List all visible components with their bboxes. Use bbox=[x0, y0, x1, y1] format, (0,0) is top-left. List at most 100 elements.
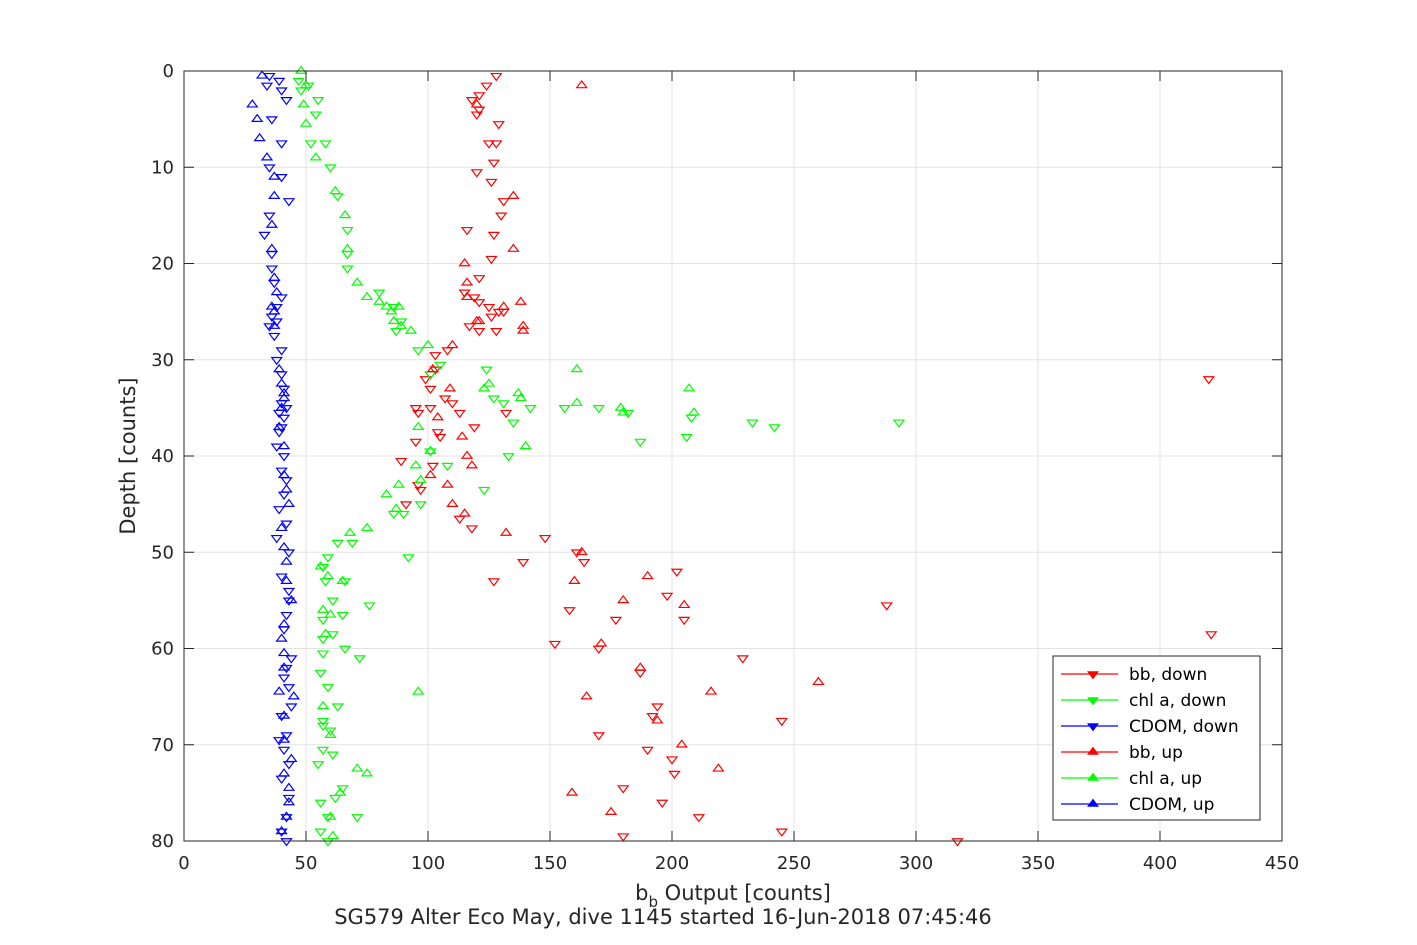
data-point bbox=[394, 457, 408, 467]
data-point bbox=[272, 737, 286, 746]
legend-label: bb, down bbox=[1129, 665, 1207, 685]
data-point bbox=[282, 796, 296, 806]
data-point bbox=[426, 462, 440, 472]
data-point bbox=[468, 424, 481, 433]
data-point bbox=[473, 299, 486, 308]
data-point bbox=[485, 313, 498, 322]
data-point bbox=[331, 703, 344, 712]
data-point bbox=[277, 440, 291, 450]
legend-label: chl a, up bbox=[1129, 769, 1202, 789]
legend-marker bbox=[1087, 772, 1099, 781]
data-point bbox=[482, 378, 496, 387]
data-point bbox=[326, 751, 340, 760]
data-point bbox=[282, 597, 296, 606]
x-axis-label-rest: Output [counts] bbox=[658, 881, 831, 905]
series-cdom-up bbox=[246, 70, 300, 835]
data-point bbox=[499, 527, 513, 536]
y-tick-label: 60 bbox=[151, 639, 174, 660]
data-point bbox=[682, 383, 696, 392]
data-point bbox=[617, 407, 630, 416]
data-point bbox=[538, 534, 552, 544]
data-point bbox=[414, 501, 427, 510]
data-point bbox=[287, 691, 300, 700]
x-tick-label: 0 bbox=[178, 853, 189, 874]
data-point bbox=[424, 405, 437, 414]
data-point bbox=[312, 97, 325, 106]
x-tick-label: 250 bbox=[777, 853, 811, 874]
data-point bbox=[275, 573, 288, 582]
data-point bbox=[675, 739, 688, 748]
data-point bbox=[275, 87, 288, 96]
data-point bbox=[414, 474, 427, 483]
data-point bbox=[277, 392, 291, 402]
legend-item: chl a, up bbox=[1061, 769, 1202, 789]
data-point bbox=[360, 768, 374, 777]
data-point bbox=[277, 710, 291, 719]
data-point bbox=[502, 453, 515, 462]
data-point bbox=[319, 140, 332, 149]
legend-marker bbox=[1087, 723, 1099, 732]
data-point bbox=[331, 539, 344, 549]
data-point bbox=[321, 684, 335, 693]
x-tick-label: 450 bbox=[1265, 853, 1299, 874]
data-point bbox=[497, 198, 510, 207]
data-point bbox=[268, 190, 281, 199]
data-point bbox=[668, 770, 681, 780]
series-cdom-down bbox=[258, 72, 298, 847]
data-point bbox=[482, 303, 496, 313]
data-point bbox=[275, 378, 288, 387]
data-point bbox=[324, 727, 337, 736]
data-point bbox=[316, 700, 330, 710]
data-point bbox=[336, 611, 349, 621]
data-point bbox=[687, 407, 701, 416]
data-point bbox=[421, 339, 435, 349]
data-point bbox=[1202, 376, 1215, 385]
data-point bbox=[294, 65, 308, 74]
x-tick-label: 400 bbox=[1143, 853, 1177, 874]
data-point bbox=[399, 501, 413, 510]
data-point bbox=[641, 746, 654, 756]
data-point bbox=[514, 296, 527, 305]
data-point bbox=[351, 763, 364, 772]
data-point bbox=[490, 72, 503, 82]
data-point bbox=[490, 140, 503, 149]
data-point bbox=[338, 209, 352, 219]
data-point bbox=[397, 510, 410, 520]
x-axis-label-subscript: b bbox=[648, 893, 658, 911]
data-point bbox=[277, 618, 291, 628]
data-point bbox=[470, 99, 483, 108]
data-point bbox=[426, 363, 440, 373]
data-point bbox=[487, 231, 501, 241]
data-point bbox=[302, 82, 315, 91]
data-point bbox=[280, 611, 293, 621]
legend-marker bbox=[1087, 697, 1099, 706]
data-point bbox=[351, 814, 364, 823]
data-point bbox=[577, 559, 591, 568]
data-point bbox=[341, 265, 354, 274]
data-point bbox=[338, 578, 352, 587]
data-point bbox=[282, 498, 296, 507]
data-point bbox=[712, 763, 725, 772]
data-point bbox=[316, 746, 330, 756]
data-point bbox=[280, 405, 293, 414]
data-point bbox=[275, 522, 288, 532]
data-point bbox=[380, 488, 393, 498]
legend-item: chl a, down bbox=[1061, 691, 1226, 711]
data-point bbox=[477, 383, 491, 392]
data-point bbox=[277, 414, 291, 424]
data-point bbox=[253, 132, 266, 142]
data-point bbox=[646, 713, 659, 722]
data-point bbox=[446, 339, 459, 349]
data-point bbox=[316, 563, 330, 573]
data-point bbox=[570, 363, 584, 373]
data-point bbox=[429, 352, 442, 361]
data-point bbox=[880, 602, 893, 611]
data-point bbox=[314, 828, 327, 837]
data-point bbox=[670, 568, 684, 578]
legend-label: bb, up bbox=[1129, 743, 1183, 763]
data-point bbox=[299, 79, 313, 89]
data-point bbox=[260, 152, 274, 161]
data-point bbox=[268, 332, 281, 342]
data-point bbox=[309, 152, 322, 161]
